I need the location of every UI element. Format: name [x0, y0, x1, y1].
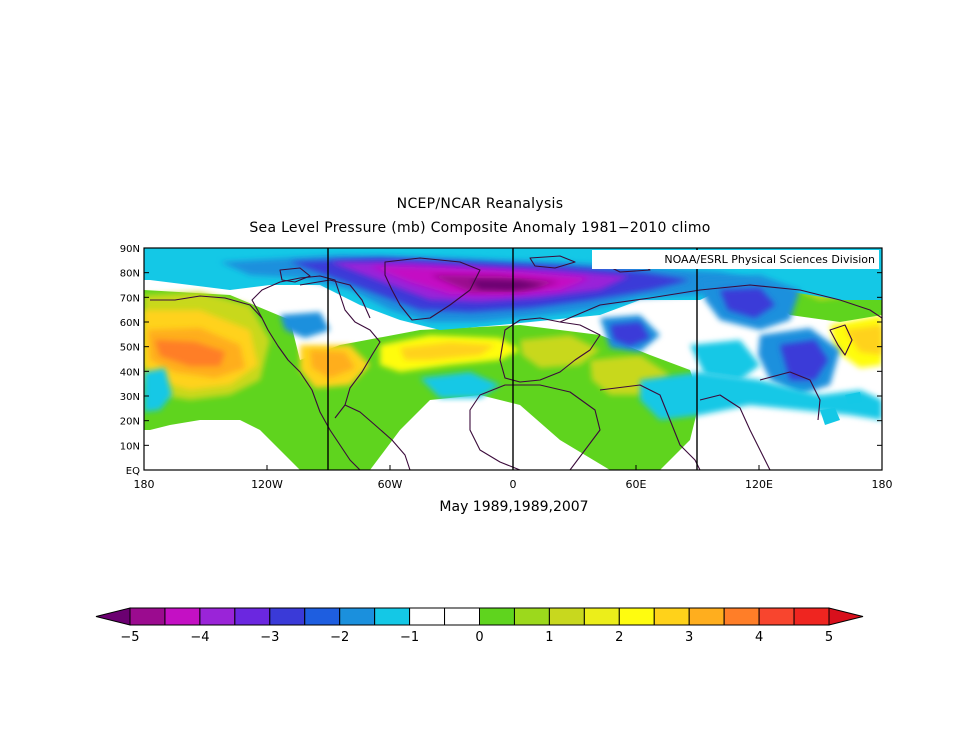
period-label: May 1989,1989,2007 [439, 499, 589, 515]
lon-label: 0 [510, 478, 517, 491]
colorbar-swatch [129, 607, 166, 626]
lon-label: 60E [626, 478, 647, 491]
colorbar-swatch [269, 607, 306, 626]
colorbar-swatch [583, 607, 620, 626]
lon-label: 180 [134, 478, 155, 491]
colorbar-swatch [688, 607, 725, 626]
colorbar-swatch [444, 607, 480, 626]
lat-label: 20N [120, 417, 140, 428]
lon-label: 120W [251, 478, 283, 491]
colorbar-swatch [548, 607, 585, 626]
colorbar-tick-label: −4 [190, 630, 209, 645]
colorbar: −5 −4 −3 −2 −1 0 1 2 3 4 5 [95, 607, 864, 645]
lon-label: 60W [378, 478, 403, 491]
colorbar-swatch [653, 607, 690, 626]
colorbar-swatch [234, 607, 271, 626]
credit-label: NOAA/ESRL Physical Sciences Division [592, 250, 879, 269]
colorbar-swatch [374, 607, 411, 626]
lat-label: 50N [120, 343, 140, 354]
latitude-axis: 90N 80N 70N 60N 50N 40N 30N 20N 10N EQ [120, 244, 882, 477]
colorbar-swatch [339, 607, 376, 626]
colorbar-tick-label: 3 [685, 630, 693, 645]
colorbar-swatch [723, 607, 760, 626]
lat-label: 40N [120, 367, 140, 378]
colorbar-swatch [304, 607, 341, 626]
lat-label: 10N [120, 441, 140, 452]
colorbar-swatch [758, 607, 795, 626]
region-dividers [327, 248, 698, 470]
lat-label: 60N [120, 318, 140, 329]
colorbar-swatch [409, 607, 446, 626]
longitude-axis: 180 120W 60W 0 60E 120E 180 [134, 465, 893, 491]
colorbar-tick-label: −1 [400, 630, 419, 645]
lon-label: 120E [745, 478, 773, 491]
lat-label: 80N [120, 269, 140, 280]
colorbar-tick-label: −3 [260, 630, 279, 645]
colorbar-tick-label: 0 [475, 630, 483, 645]
lat-label: 30N [120, 392, 140, 403]
figure-subtitle: Sea Level Pressure (mb) Composite Anomal… [249, 220, 711, 236]
colorbar-swatch [164, 607, 201, 626]
lat-label: 70N [120, 293, 140, 304]
colorbar-arrow-low [95, 607, 131, 626]
colorbar-tick-label: 4 [755, 630, 763, 645]
lat-label: EQ [126, 466, 140, 477]
lon-label: 180 [872, 478, 893, 491]
colorbar-swatch [479, 607, 515, 626]
lat-label: 90N [120, 244, 140, 255]
colorbar-arrow-high [828, 607, 864, 626]
colorbar-swatch [793, 607, 830, 626]
colorbar-tick-label: 5 [825, 630, 833, 645]
colorbar-swatch [513, 607, 550, 626]
coastlines [150, 255, 882, 470]
colorbar-tick-label: −5 [120, 630, 139, 645]
colorbar-tick-label: 2 [615, 630, 623, 645]
figure-title: NCEP/NCAR Reanalysis [396, 196, 564, 212]
colorbar-swatch [618, 607, 655, 626]
colorbar-tick-label: 1 [545, 630, 553, 645]
colorbar-swatch [199, 607, 236, 626]
colorbar-tick-label: −2 [330, 630, 349, 645]
